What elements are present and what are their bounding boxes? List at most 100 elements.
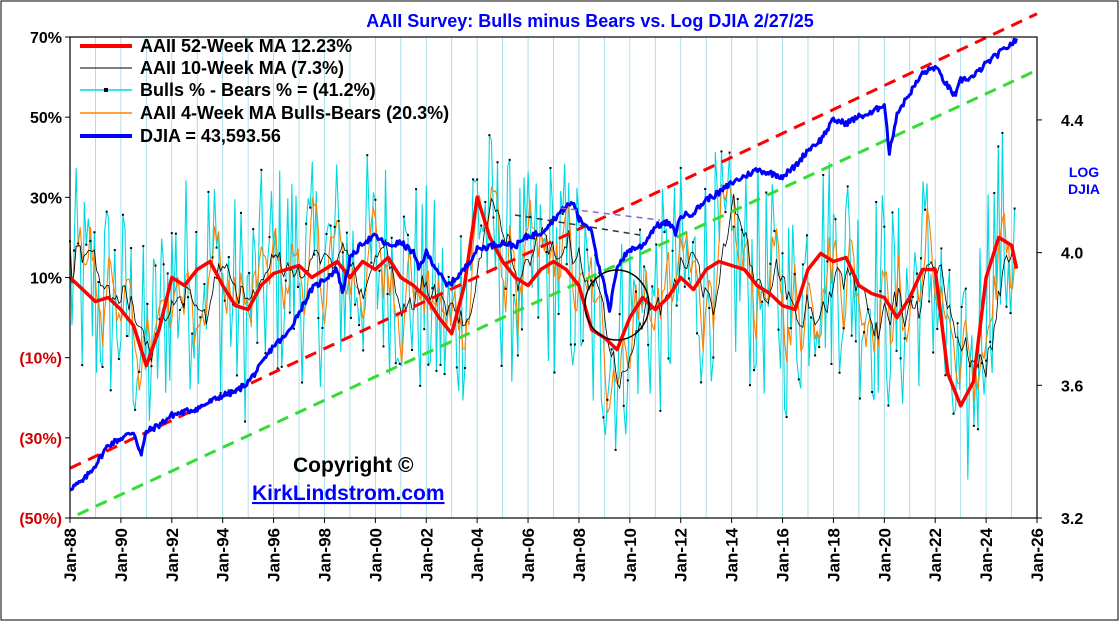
- legend-label-4wk: AAII 4-Week MA Bulls-Bears (20.3%): [140, 103, 449, 123]
- survey-point: [215, 246, 218, 249]
- survey-point: [606, 398, 609, 401]
- survey-point: [573, 343, 576, 346]
- survey-point: [321, 326, 324, 329]
- survey-point: [455, 366, 458, 369]
- survey-point: [162, 263, 165, 266]
- survey-point: [325, 233, 328, 236]
- tick-label-right: 4.0: [1061, 246, 1083, 263]
- tick-label-x: Jan-88: [61, 528, 80, 582]
- tick-label-x: Jan-22: [926, 528, 945, 582]
- survey-point: [288, 311, 291, 314]
- tick-label-x: Jan-92: [163, 528, 182, 582]
- survey-point: [170, 232, 173, 235]
- survey-point: [354, 303, 357, 306]
- survey-point: [415, 188, 418, 191]
- y-right-label-line2: DJIA: [1068, 181, 1100, 197]
- tick-label-right: 3.2: [1061, 511, 1083, 528]
- survey-point: [793, 273, 796, 276]
- tick-label-x: Jan-94: [214, 527, 233, 581]
- survey-point: [850, 334, 853, 337]
- survey-point: [887, 404, 890, 407]
- survey-point: [113, 249, 116, 252]
- survey-point: [777, 328, 780, 331]
- survey-point: [516, 354, 519, 357]
- survey-point: [187, 296, 190, 299]
- survey-point: [537, 316, 540, 319]
- survey-point: [97, 281, 100, 284]
- survey-point: [667, 357, 670, 360]
- survey-point: [634, 290, 637, 293]
- survey-point: [362, 349, 365, 352]
- survey-point: [349, 316, 352, 319]
- survey-point: [911, 295, 914, 298]
- series-4wk-ma: [69, 184, 1016, 414]
- tick-label-x: Jan-12: [672, 528, 691, 582]
- survey-point: [557, 312, 560, 315]
- survey-point: [712, 356, 715, 359]
- tick-label-x: Jan-02: [417, 528, 436, 582]
- survey-point: [292, 327, 295, 330]
- survey-point: [891, 211, 894, 214]
- survey-point: [924, 208, 927, 211]
- survey-point: [183, 303, 186, 306]
- survey-point: [431, 287, 434, 290]
- y-right-label-line1: LOG: [1069, 164, 1099, 180]
- survey-point: [724, 211, 727, 214]
- tick-label-x: Jan-16: [774, 528, 793, 582]
- survey-point: [480, 224, 483, 227]
- ticks-right: 4.4 4.0 3.6 3.2: [1037, 113, 1083, 528]
- survey-point: [150, 365, 153, 368]
- tick-label-x: Jan-90: [112, 528, 131, 582]
- survey-point: [972, 424, 975, 427]
- survey-point: [915, 272, 918, 275]
- tick-label-x: Jan-10: [621, 528, 640, 582]
- survey-point: [358, 324, 361, 327]
- survey-point: [838, 371, 841, 374]
- survey-point: [651, 285, 654, 288]
- survey-point: [329, 224, 332, 227]
- survey-point: [240, 211, 243, 214]
- survey-point: [309, 206, 312, 209]
- survey-point: [525, 232, 528, 235]
- survey-point: [244, 420, 247, 423]
- survey-point: [207, 190, 210, 193]
- survey-point: [748, 384, 751, 387]
- noise-layer: [69, 131, 1016, 480]
- survey-point: [659, 409, 662, 412]
- survey-point: [191, 332, 194, 335]
- survey-point: [219, 392, 222, 395]
- legend: AAII 52-Week MA 12.23% AAII 10-Week MA (…: [80, 36, 449, 146]
- survey-point: [447, 275, 450, 278]
- trend-layer: [69, 12, 1038, 517]
- survey-point: [223, 299, 226, 302]
- survey-point: [561, 212, 564, 215]
- survey-point: [142, 245, 145, 248]
- survey-point: [398, 362, 401, 365]
- survey-point: [463, 367, 466, 370]
- tick-label-x: Jan-14: [723, 527, 742, 581]
- survey-point: [736, 198, 739, 201]
- survey-point: [696, 332, 699, 335]
- survey-point: [195, 230, 198, 233]
- survey-point: [211, 256, 214, 259]
- survey-point: [439, 363, 442, 366]
- survey-point: [618, 313, 621, 316]
- survey-point: [993, 192, 996, 195]
- survey-point: [590, 279, 593, 282]
- survey-point: [704, 187, 707, 190]
- survey-point: [679, 166, 682, 169]
- survey-point: [484, 200, 487, 203]
- legend-marker-bulls-bears: [104, 88, 108, 92]
- website-link[interactable]: KirkLindstrom.com: [252, 482, 445, 505]
- survey-point: [256, 341, 259, 344]
- survey-point: [199, 316, 202, 319]
- survey-point: [272, 255, 275, 258]
- survey-point: [903, 337, 906, 340]
- survey-point: [276, 367, 279, 370]
- survey-point: [647, 343, 650, 346]
- survey-point: [879, 290, 882, 293]
- survey-point: [614, 448, 617, 451]
- survey-point: [761, 300, 764, 303]
- copyright-text: Copyright ©: [293, 454, 414, 477]
- survey-point: [956, 322, 959, 325]
